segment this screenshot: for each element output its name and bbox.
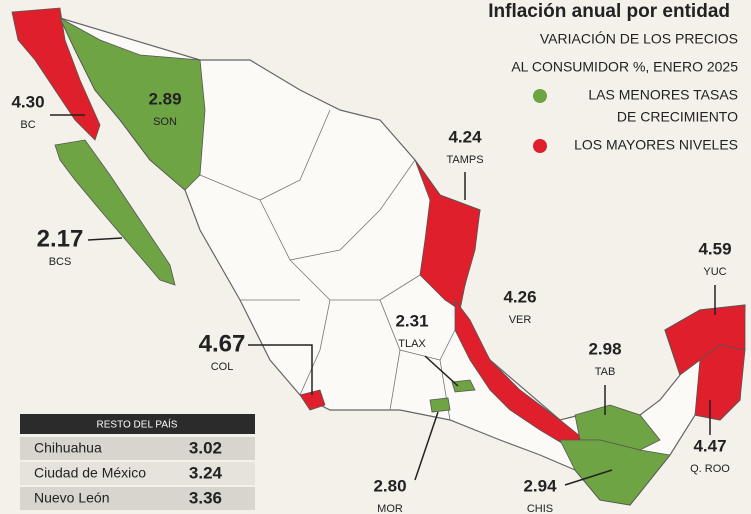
leader-line bbox=[248, 344, 313, 395]
table-row bbox=[20, 462, 255, 485]
state-abbr: BC bbox=[20, 119, 35, 131]
legend-label: LAS MENORES TASAS bbox=[588, 87, 738, 103]
state-shape bbox=[451, 379, 476, 393]
legend-label: LOS MAYORES NIVELES bbox=[574, 137, 738, 153]
state-shape bbox=[54, 139, 176, 286]
state-shape bbox=[694, 344, 746, 421]
state-shape bbox=[429, 397, 451, 413]
table-value: 3.02 bbox=[189, 438, 222, 457]
subtitle: AL CONSUMIDOR %, ENERO 2025 bbox=[511, 59, 738, 75]
state-borders bbox=[199, 109, 456, 421]
legend-swatch bbox=[533, 139, 547, 153]
legend-label: DE CRECIMIENTO bbox=[617, 109, 738, 125]
state-value: 4.26 bbox=[503, 287, 536, 306]
leader-line bbox=[414, 411, 439, 481]
state-abbr: CHIS bbox=[527, 503, 553, 514]
state-value: 4.67 bbox=[199, 330, 246, 357]
state-abbr: TAMPS bbox=[446, 154, 483, 166]
state-shape bbox=[11, 7, 101, 141]
state-shape bbox=[59, 17, 206, 191]
table-row bbox=[20, 487, 255, 510]
state-abbr: BCS bbox=[49, 256, 72, 268]
state-value: 4.24 bbox=[448, 127, 482, 146]
state-value: 2.89 bbox=[148, 89, 181, 108]
table-value: 3.36 bbox=[189, 488, 222, 507]
state-value: 4.30 bbox=[11, 92, 44, 111]
state-abbr: TAB bbox=[595, 366, 616, 378]
state-value: 2.31 bbox=[395, 311, 428, 330]
table-row bbox=[20, 437, 255, 460]
state-abbr: MOR bbox=[377, 503, 403, 514]
state-abbr: SON bbox=[153, 116, 177, 128]
state-value: 4.47 bbox=[693, 436, 726, 455]
table-cell: Ciudad de México bbox=[34, 465, 146, 481]
state-value: 2.17 bbox=[37, 225, 84, 252]
title: Inflación anual por entidad bbox=[488, 1, 730, 22]
table-header bbox=[20, 414, 255, 434]
leader-line bbox=[424, 355, 459, 387]
state-value: 4.59 bbox=[698, 239, 731, 258]
state-shape bbox=[559, 439, 671, 506]
table-value: 3.24 bbox=[189, 463, 223, 482]
table-cell: Nuevo León bbox=[34, 490, 110, 506]
state-shape bbox=[299, 389, 326, 411]
table-title: RESTO DEL PAÍS bbox=[97, 418, 178, 431]
state-value: 2.98 bbox=[588, 339, 621, 358]
state-abbr: VER bbox=[509, 314, 532, 326]
state-abbr: YUC bbox=[703, 266, 726, 278]
state-abbr: COL bbox=[211, 361, 234, 373]
leader-line bbox=[564, 469, 613, 486]
state-value: 2.80 bbox=[373, 476, 406, 495]
legend-swatch bbox=[533, 89, 547, 103]
table-cell: Chihuahua bbox=[34, 440, 102, 456]
subtitle: VARIACIÓN DE LOS PRECIOS bbox=[540, 31, 738, 47]
leader-line bbox=[87, 237, 123, 241]
state-abbr: TLAX bbox=[398, 338, 426, 350]
state-abbr: Q. ROO bbox=[690, 463, 730, 475]
state-value: 2.94 bbox=[523, 476, 557, 495]
